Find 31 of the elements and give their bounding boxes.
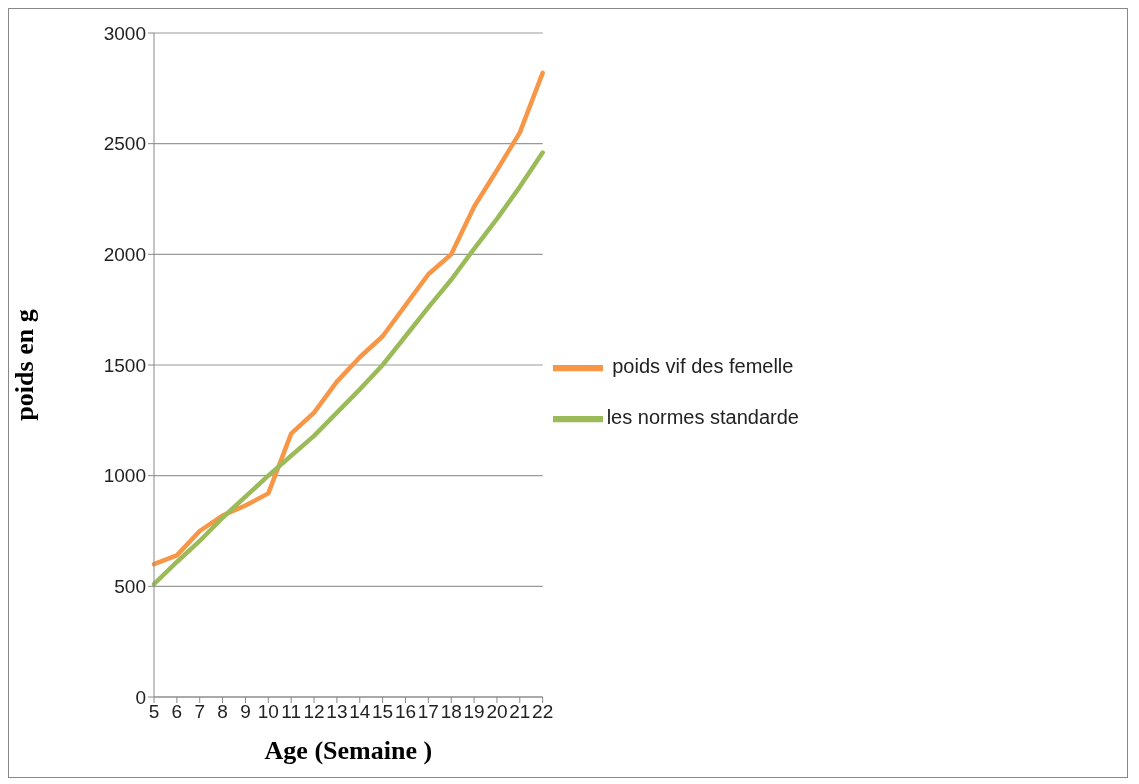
y-tick-label: 0	[135, 686, 146, 708]
x-tick-label: 7	[194, 701, 206, 723]
y-axis-title: poids en g	[10, 309, 40, 421]
x-tick-label: 19	[463, 701, 485, 723]
x-tick-label: 11	[281, 701, 302, 723]
x-tick-label: 10	[257, 701, 279, 723]
x-tick-label: 21	[509, 701, 531, 723]
x-tick-label: 8	[217, 701, 228, 723]
y-tick-label: 500	[114, 576, 146, 598]
legend-label: poids vif des femelle	[611, 355, 794, 378]
y-tick-label: 1000	[103, 465, 146, 487]
x-tick-label: 18	[440, 701, 462, 723]
x-tick-label: 17	[417, 701, 439, 723]
y-tick-label: 3000	[103, 22, 146, 44]
y-tick-label: 2000	[103, 244, 146, 266]
x-tick-label: 20	[486, 701, 508, 723]
x-tick-label: 22	[532, 701, 554, 723]
x-tick-label: 14	[349, 701, 371, 723]
line-series	[151, 70, 545, 567]
x-tick-label: 9	[240, 701, 251, 723]
x-tick-label: 16	[394, 701, 417, 723]
x-tick-label: 5	[148, 701, 160, 723]
line-series	[151, 150, 545, 587]
x-tick-label: 12	[303, 701, 325, 723]
x-tick-label: 6	[171, 701, 183, 723]
x-axis-title: Age (Semaine )	[264, 736, 433, 765]
x-tick-label: 15	[372, 701, 394, 723]
legend-label: les normes standarde	[606, 406, 799, 428]
y-tick-label: 1500	[103, 354, 146, 376]
x-tick-label: 13	[326, 701, 348, 723]
y-tick-label: 2500	[103, 133, 146, 155]
